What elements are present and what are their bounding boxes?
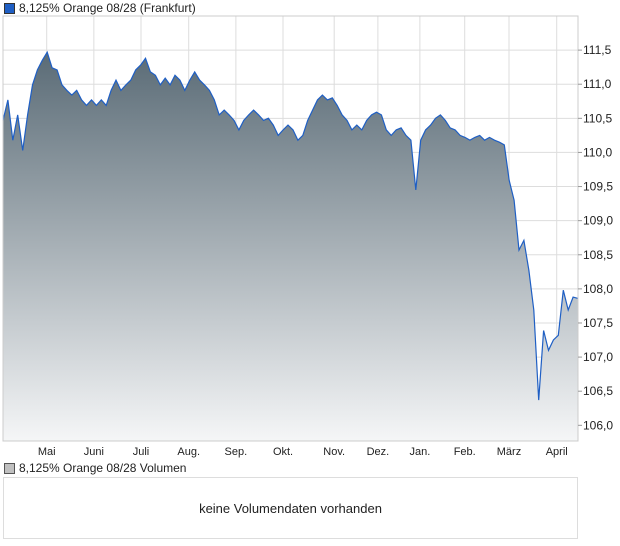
x-tick-label: Nov. [323, 446, 345, 458]
price-line [2, 50, 579, 401]
x-tick-label: April [546, 446, 568, 458]
x-tick-label: Juni [84, 446, 104, 458]
price-legend-label: 8,125% Orange 08/28 (Frankfurt) [19, 1, 196, 15]
y-tick-label: 109,5 [583, 180, 613, 194]
x-tick-label: Feb. [454, 446, 476, 458]
y-tick-label: 108,0 [583, 282, 613, 296]
x-tick-label: Okt. [273, 446, 293, 458]
volume-panel: keine Volumendaten vorhanden [3, 477, 578, 539]
price-area [3, 52, 578, 441]
x-tick-label: Jan. [409, 446, 430, 458]
y-tick-label: 106,0 [583, 418, 613, 432]
x-tick-label: Juli [133, 446, 150, 458]
no-volume-message: keine Volumendaten vorhanden [199, 500, 382, 516]
volume-legend-swatch [4, 462, 15, 474]
x-tick-label: Mai [38, 446, 56, 458]
y-tick-label: 109,0 [583, 214, 613, 228]
volume-legend-label: 8,125% Orange 08/28 Volumen [19, 461, 187, 475]
y-tick-label: 110,5 [583, 111, 612, 125]
y-tick-label: 110,0 [583, 145, 612, 159]
x-tick-label: Sep. [225, 446, 248, 458]
y-tick-label: 111,0 [583, 77, 612, 91]
plot-frame [2, 15, 579, 442]
y-tick-label: 108,5 [583, 248, 613, 262]
x-tick-label: Dez. [367, 446, 390, 458]
y-tick-label: 111,5 [583, 43, 612, 57]
x-tick-label: März [497, 446, 521, 458]
x-tick-label: Aug. [177, 446, 200, 458]
price-legend: 8,125% Orange 08/28 (Frankfurt) [4, 1, 196, 15]
price-chart: 106,0 106,5 107,0 107,5 108,0 108,5 109,0 109,5… [2, 15, 613, 458]
y-tick-label: 106,5 [583, 384, 613, 398]
y-tick-label: 107,0 [583, 350, 613, 364]
volume-legend: 8,125% Orange 08/28 Volumen [4, 461, 186, 475]
price-legend-swatch [4, 2, 15, 14]
y-tick-label: 107,5 [583, 316, 613, 330]
